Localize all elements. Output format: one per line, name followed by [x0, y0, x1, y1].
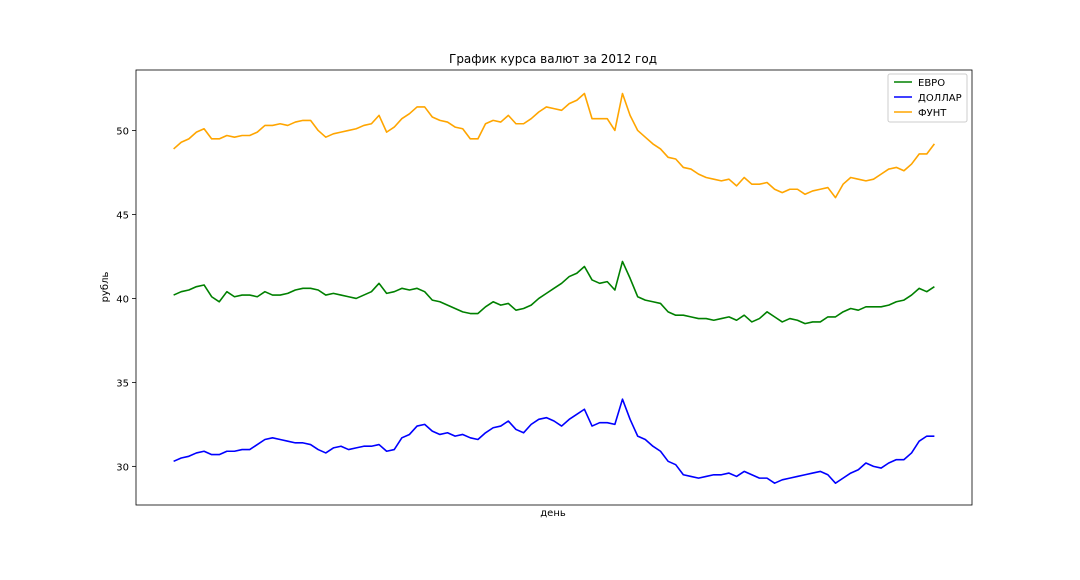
- legend-label-dollar: ДОЛЛАР: [918, 93, 962, 104]
- y-axis: 30 35 40 45 50: [116, 126, 136, 473]
- y-tick-label: 35: [116, 378, 129, 389]
- chart-title: График курса валют за 2012 год: [449, 52, 657, 66]
- series-line-pound: [173, 92, 936, 199]
- y-tick-label: 50: [116, 126, 129, 137]
- y-axis-label: рубль: [100, 272, 111, 303]
- y-tick-label: 40: [116, 294, 129, 305]
- legend-label-euro: ЕВРО: [918, 78, 945, 89]
- legend-box: [887, 73, 968, 123]
- x-axis-label: день: [540, 508, 566, 519]
- series-layer: [173, 92, 936, 484]
- y-tick-label: 30: [116, 462, 129, 473]
- series-line-euro: [173, 260, 935, 325]
- legend: ЕВРО ДОЛЛАР ФУНТ: [887, 73, 968, 123]
- y-tick-label: 45: [116, 210, 129, 221]
- legend-label-pound: ФУНТ: [918, 108, 947, 119]
- series-line-dollar: [173, 398, 935, 484]
